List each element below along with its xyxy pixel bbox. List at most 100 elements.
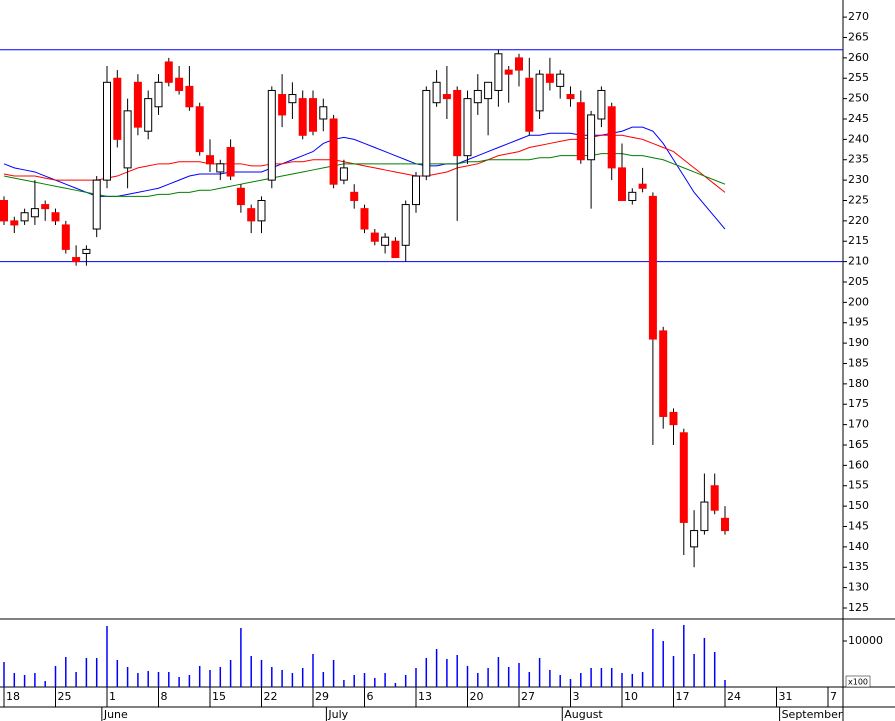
candle-body (566, 94, 575, 100)
candle-body (30, 208, 39, 218)
y-tick-label: 270 (848, 10, 869, 23)
month-label: July (327, 708, 348, 721)
y-tick-label: 240 (848, 132, 869, 145)
moving-average (3, 134, 726, 193)
candle-body (525, 77, 534, 132)
volume-tick-label: 10000 (848, 634, 883, 647)
y-tick-label: 160 (848, 458, 869, 471)
candle-body (175, 77, 184, 91)
candle-body (556, 73, 565, 87)
x-tick-label: 10 (624, 690, 638, 703)
candle-body (648, 195, 657, 340)
candle-body (422, 89, 431, 177)
candle-body (164, 61, 173, 83)
candle-body (185, 85, 194, 108)
y-tick-label: 265 (848, 30, 869, 43)
y-tick-label: 235 (848, 153, 869, 166)
candle-body (360, 208, 369, 230)
y-tick-label: 190 (848, 336, 869, 349)
candle-body (628, 191, 637, 201)
candle-body (195, 106, 204, 153)
x-tick-label: 8 (161, 690, 168, 703)
candle-body (41, 204, 50, 210)
y-tick-label: 145 (848, 519, 869, 532)
y-tick-label: 130 (848, 581, 869, 594)
candle-body (154, 81, 163, 108)
candle-body (267, 89, 276, 181)
candle-body (236, 187, 245, 206)
x-tick-label: 24 (727, 690, 741, 703)
candle-body (401, 204, 410, 246)
candle-body (0, 199, 8, 222)
candle-body (10, 220, 19, 226)
y-tick-label: 180 (848, 377, 869, 390)
candle-body (690, 530, 699, 548)
y-tick-label: 210 (848, 255, 869, 268)
candle-body (51, 212, 60, 222)
y-tick-label: 245 (848, 112, 869, 125)
candle-body (721, 517, 729, 532)
candle-body (484, 81, 493, 100)
candle-body (638, 183, 647, 189)
x-tick-label: 7 (830, 690, 837, 703)
moving-average (3, 126, 726, 230)
y-tick-label: 260 (848, 51, 869, 64)
candle-body (381, 236, 390, 246)
month-label: September (782, 708, 843, 721)
candle-body (339, 167, 348, 181)
candle-body (473, 89, 482, 104)
month-label: August (564, 708, 603, 721)
candle-body (494, 53, 503, 91)
y-tick-label: 135 (848, 560, 869, 573)
y-tick-label: 225 (848, 193, 869, 206)
candle-body (370, 232, 379, 242)
y-tick-label: 155 (848, 479, 869, 492)
x-tick-label: 31 (779, 690, 793, 703)
candle-body (504, 69, 513, 75)
candle-body (679, 432, 688, 523)
candle-body (103, 81, 111, 181)
x-tick-label: 15 (212, 690, 226, 703)
x-tick-label: 6 (367, 690, 374, 703)
y-tick-label: 185 (848, 356, 869, 369)
y-tick-label: 220 (848, 214, 869, 227)
x-tick-label: 18 (6, 690, 20, 703)
candle-body (319, 106, 328, 120)
candle-body (288, 94, 297, 104)
candle-body (412, 175, 420, 206)
x-tick-label: 20 (470, 690, 484, 703)
candle-body (710, 485, 719, 511)
candle-body (463, 98, 472, 157)
y-tick-label: 195 (848, 316, 869, 329)
moving-average (3, 153, 726, 197)
x-tick-label: 1 (109, 690, 116, 703)
x-tick-label: 27 (521, 690, 535, 703)
y-tick-label: 200 (848, 295, 869, 308)
candle-body (82, 248, 91, 254)
volume-unit: x100 (848, 678, 868, 687)
candle-body (350, 191, 359, 201)
candle-body (278, 94, 287, 116)
x-tick-label: 3 (573, 690, 580, 703)
candle-body (618, 167, 626, 201)
y-tick-label: 170 (848, 418, 869, 431)
candle-body (309, 98, 317, 132)
candle-body (535, 73, 544, 112)
y-tick-label: 165 (848, 438, 869, 451)
candle-body (216, 163, 225, 173)
y-tick-label: 230 (848, 173, 869, 186)
candle-body (206, 155, 214, 165)
candle-body (587, 114, 596, 161)
candle-body (92, 179, 101, 230)
candle-body (133, 81, 142, 128)
candle-body (545, 73, 554, 83)
candle-body (329, 118, 338, 185)
candle-body (576, 102, 585, 161)
x-tick-label: 29 (315, 690, 329, 703)
candle-body (247, 208, 256, 222)
y-tick-label: 150 (848, 499, 869, 512)
candle-body (515, 57, 523, 71)
candle-body (597, 89, 606, 120)
candle-body (659, 330, 668, 417)
